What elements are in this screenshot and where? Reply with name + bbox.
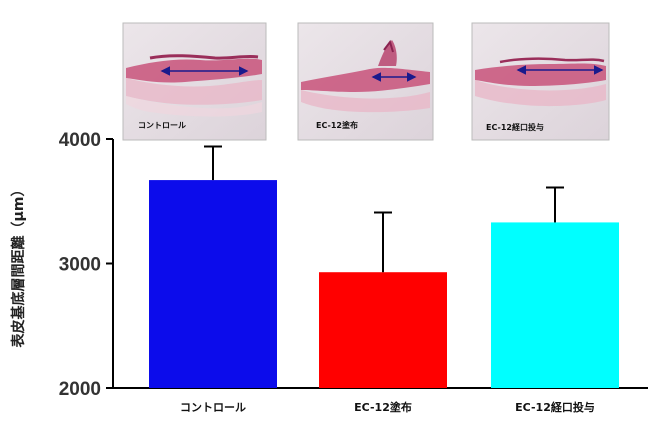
bar: [149, 180, 277, 388]
y-tick-label: 2000: [59, 379, 101, 400]
micrograph-caption: EC-12塗布: [316, 120, 358, 130]
micrograph-caption: コントロール: [138, 121, 186, 130]
y-tick-label: 4000: [59, 130, 101, 151]
micrograph-control: コントロール: [122, 22, 267, 141]
y-tick-label: 3000: [59, 255, 101, 276]
bar: [491, 222, 619, 388]
category-label: コントロール: [180, 401, 246, 414]
micrograph-ec12-topical: EC-12塗布: [297, 22, 434, 141]
y-axis-title: 表皮基底層間距離（μm）: [10, 183, 27, 349]
category-label: EC-12経口投与: [515, 400, 595, 414]
bar: [319, 272, 447, 388]
micrograph-ec12-oral: EC-12経口投与: [471, 22, 610, 141]
category-label: EC-12塗布: [354, 400, 412, 414]
micrograph-caption: EC-12経口投与: [486, 122, 544, 132]
